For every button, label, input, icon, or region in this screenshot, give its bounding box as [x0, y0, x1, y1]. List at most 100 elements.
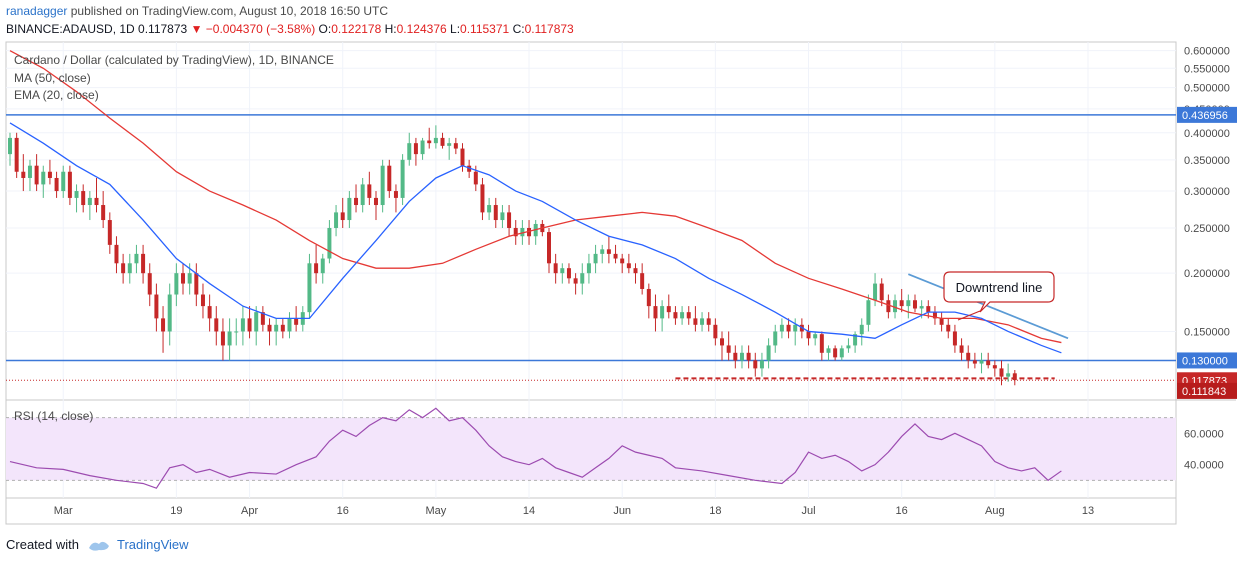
candle-body — [859, 324, 864, 335]
candle-body — [307, 263, 312, 313]
ohlc-line: BINANCE:ADAUSD, 1D 0.117873 ▼ −0.004370 … — [6, 22, 574, 36]
candle-body — [187, 273, 192, 284]
candle-body — [580, 273, 585, 284]
candle-body — [786, 324, 791, 332]
time-tick-label: 16 — [337, 505, 349, 517]
footer: Created with TradingView — [6, 537, 189, 552]
candle-body — [520, 227, 525, 237]
candle-body — [167, 294, 172, 332]
time-tick-label: 16 — [896, 505, 908, 517]
legend-ma: MA (50, close) — [14, 71, 91, 85]
candle-body — [999, 368, 1004, 377]
brand-name: TradingView — [116, 537, 189, 552]
close-label: C: — [512, 22, 525, 36]
candle-body — [8, 137, 12, 155]
candle-body — [992, 365, 997, 369]
candle-body — [127, 263, 132, 274]
time-tick-label: Jun — [613, 505, 631, 517]
candle-body — [912, 300, 917, 309]
candle-body — [660, 306, 665, 319]
candle-body — [879, 283, 884, 301]
candle-body — [294, 318, 299, 325]
candle-body — [320, 258, 325, 274]
author-link[interactable]: ranadagger — [6, 4, 68, 18]
price-tick-label: 0.400000 — [1184, 128, 1230, 140]
candle-body — [946, 324, 951, 332]
candle-body — [227, 331, 232, 346]
time-axis: Mar 19 Apr 16 May 14 Jun 18 Jul 16 Aug 13 — [54, 505, 1094, 517]
candle-body — [966, 352, 971, 361]
low-label: L: — [450, 22, 461, 36]
high-label: H: — [384, 22, 397, 36]
candle-body — [387, 165, 392, 192]
candle-body — [686, 312, 691, 319]
price-tag-resistance — [1177, 106, 1237, 123]
ema20-line — [9, 122, 1062, 354]
candle-body — [959, 345, 964, 353]
candle-body — [107, 220, 112, 245]
candle-body — [420, 140, 425, 155]
time-tick-label: Jul — [801, 505, 815, 517]
candle-body — [194, 273, 199, 295]
candle-body — [413, 143, 418, 155]
candle-body — [899, 300, 904, 307]
candle-body — [287, 318, 292, 332]
publish-line: ranadagger published on TradingView.com,… — [6, 4, 388, 18]
candle-body — [919, 306, 924, 309]
candle-body — [606, 249, 611, 254]
candle-body — [473, 171, 478, 185]
candle-body — [527, 227, 532, 237]
tradingview-brand[interactable]: TradingView — [87, 537, 189, 552]
candle-body — [254, 312, 259, 332]
candle-body — [74, 191, 79, 198]
candle-body — [314, 263, 319, 274]
price-tick-label: 0.500000 — [1184, 83, 1230, 95]
close-value: 0.117873 — [524, 22, 574, 36]
price-axis: 0.6000000.5500000.5000000.4500000.400000… — [1177, 46, 1237, 472]
tradingview-logo-icon — [88, 541, 109, 551]
candle-body — [440, 137, 445, 146]
candle-body — [220, 331, 225, 346]
candle-body — [886, 300, 891, 313]
candle-body — [181, 273, 186, 284]
candle-body — [600, 249, 605, 254]
candle-body — [433, 137, 438, 144]
candle-body — [447, 143, 452, 146]
candle-body — [746, 352, 751, 361]
price-tick-label: 0.150000 — [1184, 326, 1230, 338]
callout-pointer — [957, 310, 981, 321]
candle-body — [274, 324, 279, 332]
candle-body — [813, 334, 818, 339]
price-tick-label: 0.350000 — [1184, 155, 1230, 167]
candle-body — [952, 331, 957, 346]
candle-body — [739, 352, 744, 361]
grid — [6, 42, 1176, 498]
candle-body — [653, 306, 658, 319]
candle-body — [380, 165, 385, 206]
time-tick-label: 14 — [523, 505, 535, 517]
candle-body — [340, 212, 345, 221]
price-tag-label-support: 0.130000 — [1182, 355, 1228, 367]
candle-body — [720, 338, 725, 346]
price-tick-label: 0.600000 — [1184, 46, 1230, 58]
candle-body — [260, 312, 265, 325]
candle-body — [154, 294, 159, 319]
open-value: 0.122178 — [331, 22, 382, 36]
candle-body — [280, 324, 285, 332]
candle-body — [407, 143, 412, 160]
candle-body — [620, 258, 625, 264]
candle-body — [733, 352, 738, 361]
candle-body — [393, 191, 398, 198]
callout-box — [943, 271, 1055, 313]
candle-body — [626, 263, 631, 269]
time-tick-label: Aug — [985, 505, 1005, 517]
candle-body — [693, 318, 698, 325]
rsi-pane — [6, 407, 1176, 489]
price-tick-label: 0.250000 — [1184, 223, 1230, 235]
published-text: published on TradingView.com, August 10,… — [70, 4, 389, 18]
candle-body — [141, 253, 146, 274]
candle-body — [513, 227, 518, 237]
candle-body — [94, 197, 99, 206]
candle-body — [21, 171, 26, 178]
